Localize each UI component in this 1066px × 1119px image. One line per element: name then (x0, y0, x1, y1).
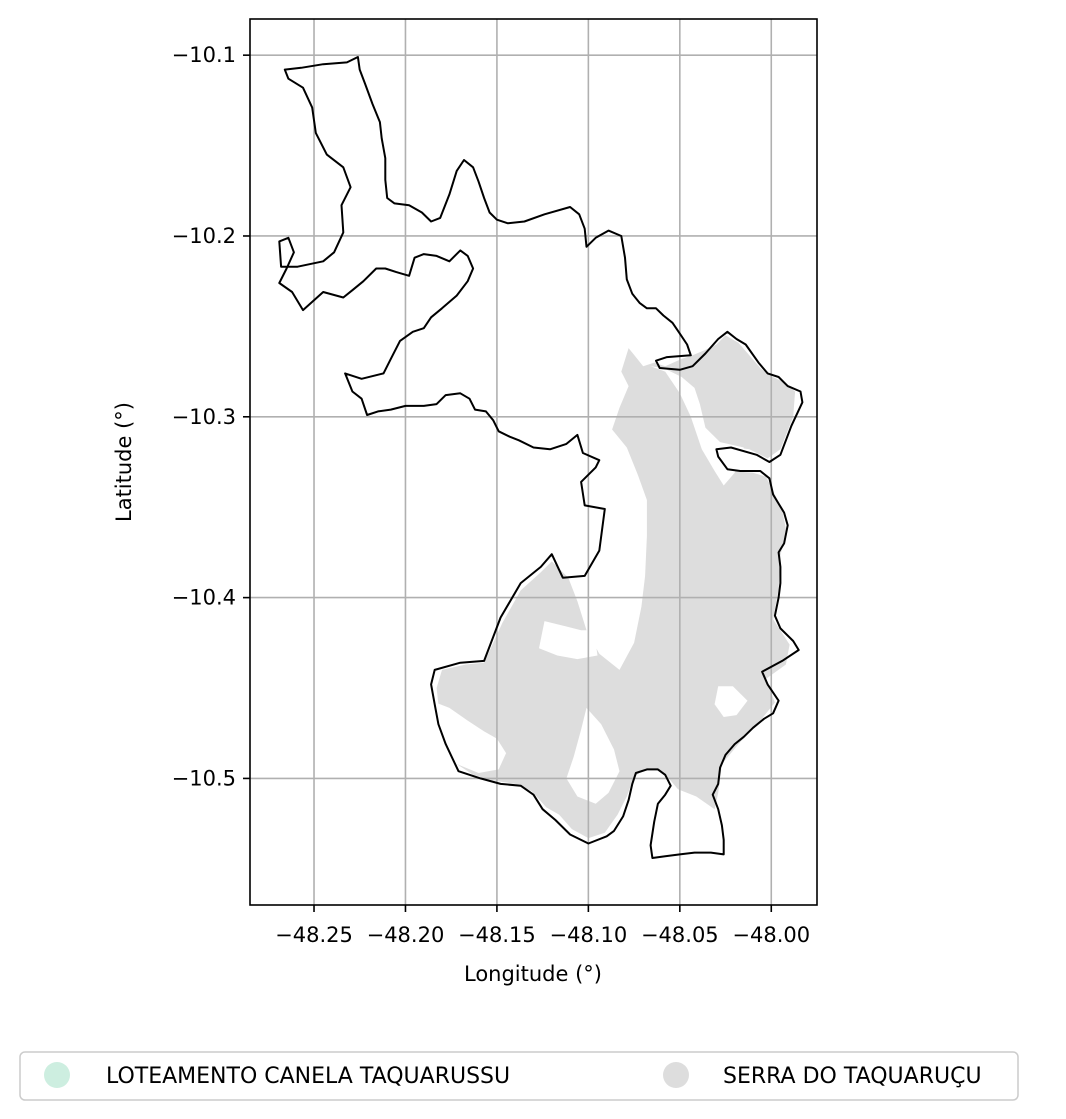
boundary-layer (278, 56, 804, 859)
excluded-area-east-patch (714, 686, 748, 717)
legend: LOTEAMENTO CANELA TAQUARUSSU SERRA DO TA… (19, 1051, 1019, 1101)
y-tick-label-3: −10.4 (172, 586, 236, 610)
excluded-area-south-valley (566, 707, 620, 804)
legend-label-loteamento: LOTEAMENTO CANELA TAQUARUSSU (106, 1064, 510, 1089)
y-tick-label-2: −10.3 (172, 405, 236, 429)
y-tick-label-4: −10.5 (172, 766, 236, 790)
y-tick-label-1: −10.2 (172, 224, 236, 248)
x-axis-ticks: −48.25 −48.20 −48.15 −48.10 −48.05 −48.00 (275, 905, 810, 947)
x-tick-label-1: −48.20 (367, 923, 445, 947)
legend-label-serra: SERRA DO TAQUARUÇU (723, 1064, 982, 1089)
plot-area (250, 19, 817, 905)
legend-frame (19, 1051, 1019, 1101)
y-axis-ticks: −10.1 −10.2 −10.3 −10.4 −10.5 (172, 43, 250, 790)
excluded-area-central-block (539, 621, 598, 660)
municipality-boundary (278, 56, 804, 859)
excluded-area-layer (431, 241, 748, 804)
x-tick-label-4: −48.05 (641, 923, 719, 947)
plot-frame (249, 18, 818, 906)
x-axis-label: Longitude (°) (464, 962, 602, 986)
x-tick-label-5: −48.00 (732, 923, 810, 947)
x-tick-label-2: −48.15 (458, 923, 536, 947)
y-axis-label: Latitude (°) (112, 402, 136, 522)
legend-marker-loteamento (44, 1062, 70, 1088)
excluded-area-upper-inlet (650, 366, 744, 486)
x-tick-label-0: −48.25 (275, 923, 353, 947)
excluded-area-north-sliver (610, 241, 625, 276)
shaded-area-0 (436, 335, 796, 839)
x-tick-label-3: −48.10 (550, 923, 628, 947)
legend-marker-serra (663, 1062, 689, 1088)
grid-layer (250, 19, 817, 905)
shaded-area-layer (436, 335, 796, 839)
y-tick-label-0: −10.1 (172, 43, 236, 67)
excluded-area-west-strip (431, 700, 507, 773)
